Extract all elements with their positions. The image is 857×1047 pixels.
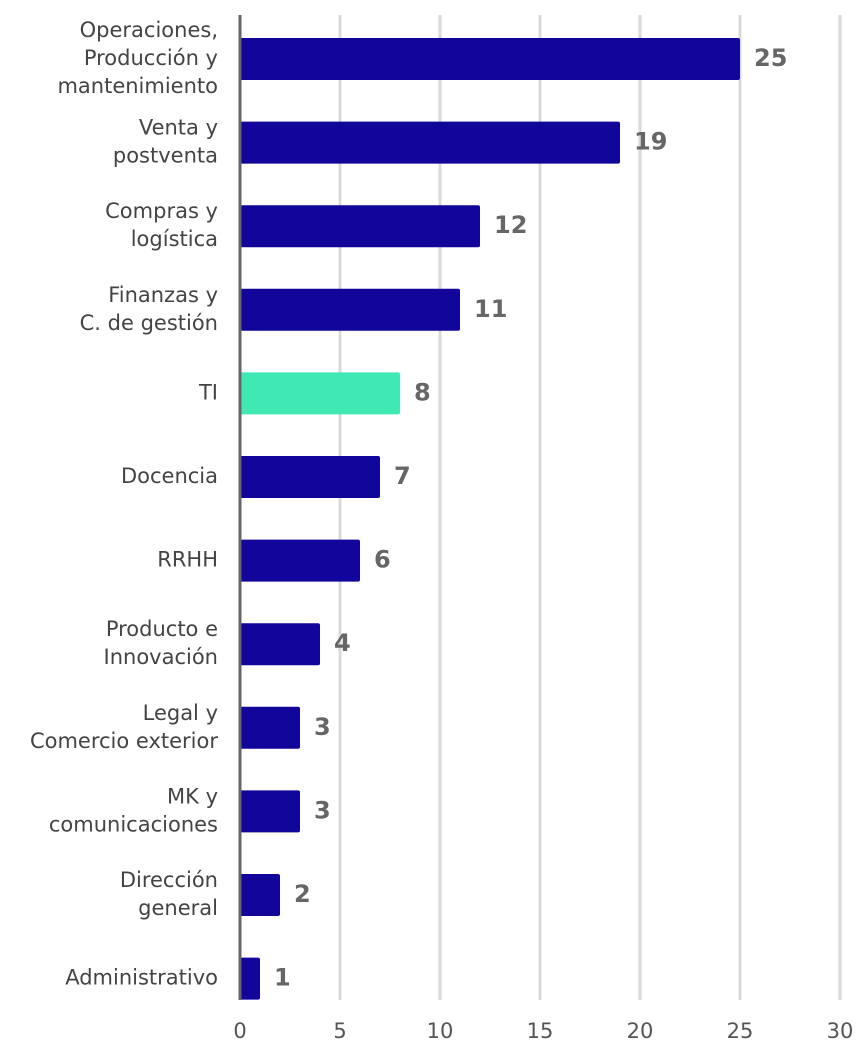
x-tick-label: 10 xyxy=(427,1019,454,1043)
value-label: 1 xyxy=(274,964,291,992)
bar xyxy=(240,623,320,666)
category-label: Venta y postventa xyxy=(113,116,218,168)
value-label: 2 xyxy=(294,880,311,908)
value-label: 12 xyxy=(494,211,527,239)
value-label: 7 xyxy=(394,462,411,490)
value-label: 4 xyxy=(334,629,351,657)
x-tick-label: 5 xyxy=(333,1019,346,1043)
category-label: Producto e Innovación xyxy=(104,617,219,669)
bar xyxy=(240,456,380,498)
value-label: 8 xyxy=(414,378,431,406)
bar xyxy=(240,121,620,164)
category-label: Administrativo xyxy=(65,966,218,990)
category-label: Dirección general xyxy=(120,868,218,920)
x-tick-label: 15 xyxy=(527,1019,554,1043)
category-label: MK y comunicaciones xyxy=(49,784,218,836)
category-label: Compras y logística xyxy=(105,199,218,251)
bar xyxy=(240,539,360,582)
bar xyxy=(240,874,280,916)
bar xyxy=(240,372,400,415)
bar xyxy=(240,288,460,331)
category-label: RRHH xyxy=(157,548,218,572)
value-label: 3 xyxy=(314,796,331,824)
value-label: 3 xyxy=(314,713,331,741)
bar xyxy=(240,38,740,80)
x-tick-label: 0 xyxy=(233,1019,246,1043)
category-label: Finanzas y C. de gestión xyxy=(80,283,218,335)
category-label: Docencia xyxy=(121,464,218,488)
x-tick-label: 25 xyxy=(727,1019,754,1043)
bar xyxy=(240,790,300,833)
x-tick-label: 20 xyxy=(627,1019,654,1043)
value-label: 25 xyxy=(754,44,787,72)
category-label: TI xyxy=(198,380,218,404)
category-label: Operaciones, Producción y mantenimiento xyxy=(57,18,218,98)
category-label: Legal y Comercio exterior xyxy=(30,701,218,753)
value-label: 19 xyxy=(634,128,667,156)
bar xyxy=(240,957,260,1000)
x-tick-label: 30 xyxy=(827,1019,854,1043)
value-label: 6 xyxy=(374,546,391,574)
bar xyxy=(240,706,300,749)
bar xyxy=(240,205,480,248)
value-label: 11 xyxy=(474,295,507,323)
